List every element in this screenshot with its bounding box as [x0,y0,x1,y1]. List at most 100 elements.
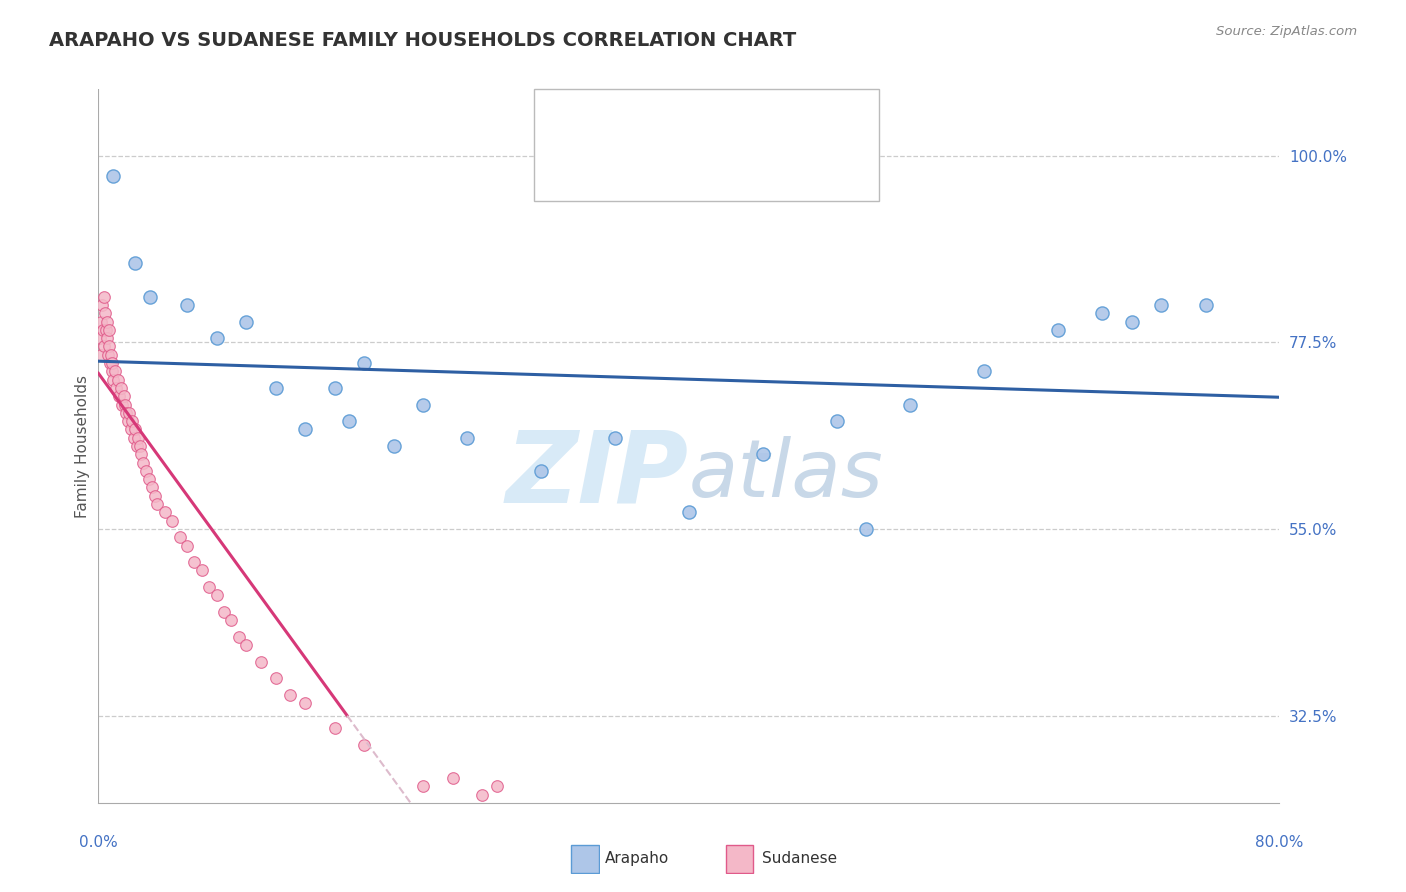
Point [1047,323,1070,337]
FancyBboxPatch shape [557,144,585,172]
Point [135,464,157,478]
Point [973,364,995,378]
Point [294,422,316,436]
Point [93,339,115,353]
Point [110,381,132,395]
Text: Sudanese: Sudanese [762,851,837,865]
Point [339,414,361,428]
Point [104,364,127,378]
Point [98,356,121,370]
Point [100,348,122,362]
Point [105,381,128,395]
Point [1121,314,1143,328]
Text: R =: R = [595,112,631,129]
Point [678,505,700,519]
Point [412,779,434,793]
Text: R =: R = [595,149,631,167]
Point [530,464,553,478]
Point [124,256,146,270]
Point [127,431,149,445]
Point [235,314,257,328]
Point [115,406,138,420]
Point [97,348,120,362]
Point [457,431,479,445]
Text: atlas: atlas [689,435,884,514]
Point [143,489,166,503]
FancyBboxPatch shape [725,846,754,872]
Point [108,389,131,403]
Point [153,505,176,519]
Point [111,397,134,411]
Point [235,638,257,652]
Point [605,431,627,445]
Point [90,314,112,328]
Text: 27: 27 [761,112,782,129]
Point [323,721,346,735]
Point [91,323,114,337]
Y-axis label: Family Households: Family Households [75,375,90,517]
Point [198,580,221,594]
Point [855,522,877,536]
Text: Arapaho: Arapaho [605,851,669,865]
Point [103,169,125,184]
Point [132,456,155,470]
Point [176,539,198,553]
Point [205,331,228,345]
Point [94,323,117,337]
Point [825,414,848,428]
Point [486,779,509,793]
Point [1150,298,1173,312]
Point [139,290,162,304]
Point [183,555,205,569]
Point [90,348,112,362]
Text: N =: N = [721,112,758,129]
Point [294,696,316,710]
Point [264,671,287,685]
Point [101,356,124,370]
Point [228,630,250,644]
Point [141,481,163,495]
Point [94,306,117,320]
Point [107,373,129,387]
Point [323,381,346,395]
Point [125,439,148,453]
Point [129,447,152,461]
Point [114,397,136,411]
Point [280,688,302,702]
Point [1195,298,1218,312]
Text: N =: N = [721,149,758,167]
Point [176,298,198,312]
FancyBboxPatch shape [571,846,599,872]
Point [118,406,141,420]
Text: 80.0%: 80.0% [1256,836,1303,850]
Point [124,422,146,436]
Text: ARAPAHO VS SUDANESE FAMILY HOUSEHOLDS CORRELATION CHART: ARAPAHO VS SUDANESE FAMILY HOUSEHOLDS CO… [49,31,796,50]
Point [191,564,214,578]
Point [162,514,183,528]
Text: 0.388: 0.388 [634,112,686,129]
Text: ZIP: ZIP [506,426,689,523]
Point [93,290,115,304]
Point [112,389,135,403]
Point [264,381,287,395]
Point [89,331,111,345]
Point [250,655,273,669]
Text: Source: ZipAtlas.com: Source: ZipAtlas.com [1216,25,1357,38]
Point [471,788,494,802]
Point [752,447,775,461]
Point [412,397,434,411]
Point [97,339,120,353]
Point [169,530,191,544]
Point [122,431,145,445]
Point [382,439,405,453]
Point [128,439,150,453]
Point [205,588,228,602]
Point [138,472,160,486]
Point [120,422,142,436]
Point [146,497,169,511]
Text: 66: 66 [761,149,782,167]
Point [103,373,125,387]
Text: -0.536: -0.536 [634,149,688,167]
Point [91,298,114,312]
Text: 0.0%: 0.0% [79,836,118,850]
